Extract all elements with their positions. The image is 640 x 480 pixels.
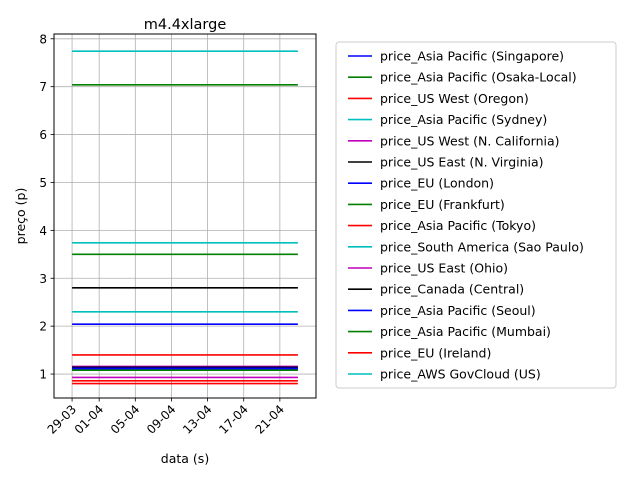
- legend-label: price_Asia Pacific (Seoul): [380, 303, 536, 318]
- legend-label: price_US East (Ohio): [380, 261, 508, 276]
- y-tick-label: 3: [39, 272, 47, 286]
- x-tick-label: 21-04: [252, 402, 287, 437]
- y-tick-label: 8: [39, 32, 47, 46]
- legend-entries: price_Asia Pacific (Singapore) price_Asia…: [348, 49, 584, 382]
- y-tick-label: 5: [39, 176, 47, 190]
- y-tick-label: 4: [39, 224, 47, 238]
- x-tick-label: 29-03: [45, 402, 80, 437]
- legend-label: price_Asia Pacific (Sydney): [380, 112, 547, 127]
- legend: price_Asia Pacific (Singapore) price_Asia…: [335, 41, 617, 389]
- x-tick-label: 01-04: [72, 402, 107, 437]
- grid: [54, 34, 316, 398]
- y-tick-label: 2: [39, 320, 47, 334]
- legend-label: price_Asia Pacific (Mumbai): [380, 324, 551, 339]
- legend-label: price_Canada (Central): [380, 282, 524, 297]
- y-tick-label: 7: [39, 80, 47, 94]
- legend-label: price_US West (Oregon): [380, 91, 529, 106]
- legend-label: price_Asia Pacific (Osaka-Local): [380, 70, 577, 85]
- legend-label: price_EU (London): [380, 176, 494, 191]
- legend-label: price_EU (Ireland): [380, 345, 491, 360]
- x-tick-label: 09-04: [144, 402, 179, 437]
- legend-label: price_Asia Pacific (Tokyo): [380, 218, 536, 233]
- legend-label: price_Asia Pacific (Singapore): [380, 49, 564, 64]
- legend-label: price_US East (N. Virginia): [380, 155, 544, 170]
- legend-label: price_South America (Sao Paulo): [380, 239, 584, 254]
- plot-frame: [53, 33, 317, 399]
- y-axis-label: preço (p): [13, 188, 28, 245]
- x-axis-label: data (s): [161, 451, 209, 466]
- legend-label: price_EU (Frankfurt): [380, 197, 505, 212]
- x-tick-label: 05-04: [108, 402, 143, 437]
- legend-label: price_US West (N. California): [380, 133, 560, 148]
- legend-label: price_AWS GovCloud (US): [380, 367, 541, 382]
- chart-title: m4.4xlarge: [144, 17, 227, 33]
- legend-frame: [335, 41, 617, 389]
- x-tick-label: 17-04: [216, 402, 251, 437]
- y-tick-label: 6: [39, 128, 47, 142]
- y-tick-label: 1: [39, 368, 47, 382]
- series-lines: [72, 50, 298, 385]
- y-axis: 1 2 3 4 5 6 7 8: [39, 32, 54, 382]
- x-tick-label: 13-04: [180, 402, 215, 437]
